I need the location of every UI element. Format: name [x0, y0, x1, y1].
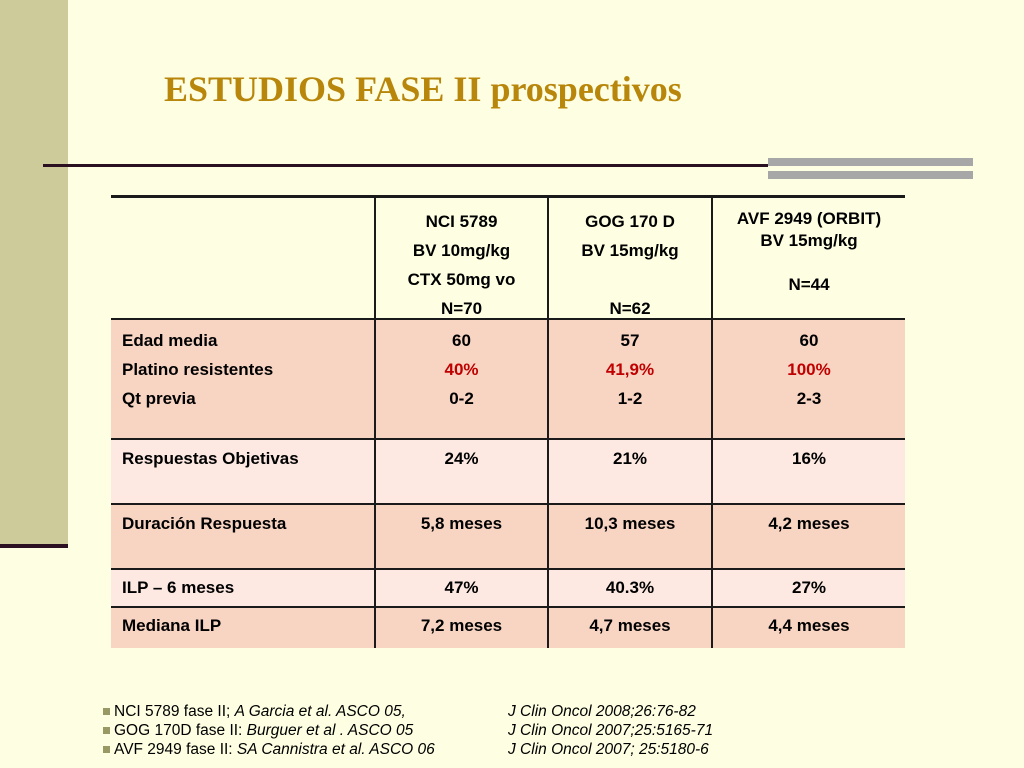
- bullet-icon: [103, 708, 110, 715]
- table-header-row: NCI 5789 BV 10mg/kg CTX 50mg vo N=70 GOG…: [111, 195, 905, 320]
- reference-journal: J Clin Oncol 2007; 25:5180-6: [508, 740, 709, 758]
- reference-journal: J Clin Oncol 2008;26:76-82: [508, 702, 696, 720]
- reference-authors: A Garcia et al. ASCO 05,: [234, 702, 406, 720]
- slide-title: ESTUDIOS FASE II prospectivos: [164, 69, 682, 109]
- sidebar-decoration: [0, 0, 68, 548]
- reference-item: NCI 5789 fase II; A Garcia et al. ASCO 0…: [103, 702, 713, 721]
- reference-citation: GOG 170D fase II: Burguer et al . ASCO 0…: [114, 722, 508, 740]
- row-label: Edad media Platino resistentes Qt previa: [111, 320, 376, 438]
- study-dose: BV 10mg/kg: [412, 241, 511, 260]
- table-row-duracion: Duración Respuesta 5,8 meses 10,3 meses …: [111, 505, 905, 570]
- value-platino: 41,9%: [605, 360, 655, 379]
- bullet-icon: [103, 746, 110, 753]
- table-row-mediana: Mediana ILP 7,2 meses 4,7 meses 4,4 mese…: [111, 608, 905, 648]
- table-cell: 24%: [376, 440, 549, 503]
- reference-item: GOG 170D fase II: Burguer et al . ASCO 0…: [103, 721, 713, 740]
- row-label: Respuestas Objetivas: [111, 440, 376, 503]
- table-cell: 21%: [549, 440, 713, 503]
- study-dose: BV 15mg/kg: [581, 241, 679, 260]
- header-spacer: [713, 252, 905, 274]
- header-cell-nci: NCI 5789 BV 10mg/kg CTX 50mg vo N=70: [376, 198, 549, 318]
- reference-authors: Burguer et al . ASCO 05: [246, 721, 414, 739]
- table-row-respuestas: Respuestas Objetivas 24% 21% 16%: [111, 440, 905, 505]
- value-platino: 100%: [787, 360, 831, 379]
- rule-accent-top: [768, 158, 973, 166]
- references-list: NCI 5789 fase II; A Garcia et al. ASCO 0…: [103, 702, 713, 759]
- demographics-cell: 57 41,9% 1-2: [549, 320, 713, 438]
- study-dose: BV 15mg/kg: [760, 231, 858, 250]
- bullet-icon: [103, 727, 110, 734]
- header-cell-gog: GOG 170 D BV 15mg/kg N=62: [549, 198, 713, 318]
- study-n: N=44: [788, 275, 830, 294]
- rule-accent-bottom: [768, 171, 973, 179]
- value-edad: 60: [799, 331, 819, 350]
- row-label: ILP – 6 meses: [111, 570, 376, 606]
- value-edad: 57: [620, 331, 640, 350]
- table-cell: 4,4 meses: [768, 616, 850, 635]
- value-qt: 1-2: [617, 389, 643, 408]
- study-name: GOG 170 D: [585, 212, 675, 231]
- table-row-ilp6: ILP – 6 meses 47% 40.3% 27%: [111, 570, 905, 608]
- study-name: NCI 5789: [425, 212, 498, 231]
- reference-study: AVF 2949 fase II:: [114, 740, 237, 758]
- reference-citation: NCI 5789 fase II; A Garcia et al. ASCO 0…: [114, 703, 508, 721]
- study-n: N=62: [609, 299, 651, 318]
- reference-citation: AVF 2949 fase II: SA Cannistra et al. AS…: [114, 741, 508, 759]
- value-qt: 0-2: [449, 389, 474, 408]
- header-empty-cell: [111, 198, 376, 318]
- study-name: AVF 2949 (ORBIT): [736, 209, 882, 228]
- study-extra: [549, 265, 711, 294]
- value-edad: 60: [452, 331, 471, 350]
- table-cell: 7,2 meses: [376, 608, 549, 648]
- table-cell: 40.3%: [549, 570, 713, 606]
- table-cell: 5,8 meses: [376, 505, 549, 568]
- study-extra: CTX 50mg vo: [407, 270, 516, 289]
- demographics-cell: 60 100% 2-3: [713, 320, 905, 438]
- study-n: N=70: [440, 299, 483, 318]
- table-cell: 4,7 meses: [549, 608, 713, 648]
- reference-item: AVF 2949 fase II: SA Cannistra et al. AS…: [103, 740, 713, 759]
- table-cell: 16%: [791, 449, 827, 468]
- value-qt: 2-3: [796, 389, 822, 408]
- sidebar-accent-line: [0, 544, 68, 548]
- label-edad: Edad media: [122, 331, 218, 350]
- header-cell-avf: AVF 2949 (ORBIT) BV 15mg/kg N=44: [713, 198, 905, 318]
- studies-table: NCI 5789 BV 10mg/kg CTX 50mg vo N=70 GOG…: [111, 195, 905, 648]
- reference-journal: J Clin Oncol 2007;25:5165-71: [508, 721, 714, 739]
- row-label: Mediana ILP: [111, 608, 376, 648]
- table-cell: 27%: [791, 578, 827, 597]
- title-rule: [43, 164, 768, 167]
- label-platino: Platino resistentes: [122, 360, 274, 379]
- row-label: Duración Respuesta: [111, 505, 376, 568]
- reference-authors: SA Cannistra et al. ASCO 06: [236, 740, 435, 758]
- table-cell: 10,3 meses: [549, 505, 713, 568]
- value-platino: 40%: [444, 360, 479, 379]
- label-qt: Qt previa: [122, 389, 196, 408]
- table-cell: 47%: [376, 570, 549, 606]
- demographics-cell: 60 40% 0-2: [376, 320, 549, 438]
- table-cell: 4,2 meses: [768, 514, 850, 533]
- reference-study: GOG 170D fase II:: [114, 721, 247, 739]
- table-row-demographics: Edad media Platino resistentes Qt previa…: [111, 320, 905, 440]
- reference-study: NCI 5789 fase II;: [114, 702, 235, 720]
